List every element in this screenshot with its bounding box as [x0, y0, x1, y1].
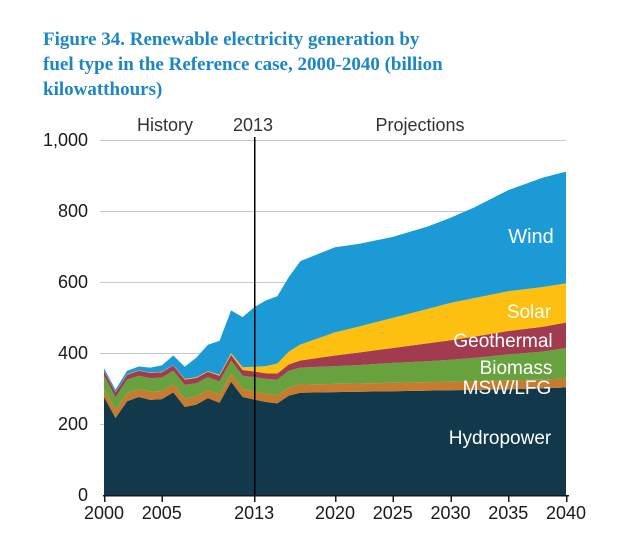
figure-title-line: Figure 34. Renewable electricity generat…: [43, 29, 420, 50]
x-tick-labels: 2000 2005 2013 2020 2025 2030 2035 2040: [84, 503, 586, 523]
period-annotations: History 2013 Projections: [137, 115, 465, 135]
area-label-geothermal: Geothermal: [453, 331, 552, 352]
y-tick-label-0: 0: [78, 485, 88, 505]
area-label-hydropower: Hydropower: [449, 428, 552, 449]
area-geothermal: [104, 322, 566, 398]
area-label-msw-lfg: MSW/LFG: [463, 378, 552, 399]
area-hydropower: [104, 381, 566, 495]
area-solar: [104, 283, 566, 393]
y-tick-label-800: 800: [58, 201, 88, 221]
x-tick-label-2013: 2013: [234, 503, 274, 523]
y-tick-labels: 0 200 400 600 800 1,000: [43, 130, 88, 505]
x-tick-label-2040: 2040: [546, 503, 586, 523]
y-tick-label-1000: 1,000: [43, 130, 88, 150]
x-tick-label-2035: 2035: [488, 503, 528, 523]
y-tick-label-400: 400: [58, 343, 88, 363]
annotation-history: History: [137, 115, 193, 135]
y-tick-label-200: 200: [58, 414, 88, 434]
annotation-projections: Projections: [375, 115, 464, 135]
stacked-areas: [104, 171, 566, 495]
figure-title-line: fuel type in the Reference case, 2000-20…: [43, 54, 443, 75]
x-tick-label-2025: 2025: [373, 503, 413, 523]
x-tick-label-2030: 2030: [430, 503, 470, 523]
area-label-wind: Wind: [508, 226, 554, 248]
annotation-2013: 2013: [233, 115, 273, 135]
area-msw-lfg: [104, 373, 566, 418]
figure-title-line: kilowatthours): [43, 79, 163, 100]
x-tick-label-2000: 2000: [84, 503, 124, 523]
area-label-solar: Solar: [507, 302, 552, 323]
area-wind: [104, 171, 566, 393]
y-tick-label-600: 600: [58, 272, 88, 292]
x-tick-label-2005: 2005: [142, 503, 182, 523]
area-label-biomass: Biomass: [480, 358, 553, 379]
x-tick-label-2020: 2020: [315, 503, 355, 523]
x-axis: [103, 495, 569, 502]
figure-title: Figure 34. Renewable electricity generat…: [43, 27, 588, 102]
area-biomass: [104, 348, 566, 410]
